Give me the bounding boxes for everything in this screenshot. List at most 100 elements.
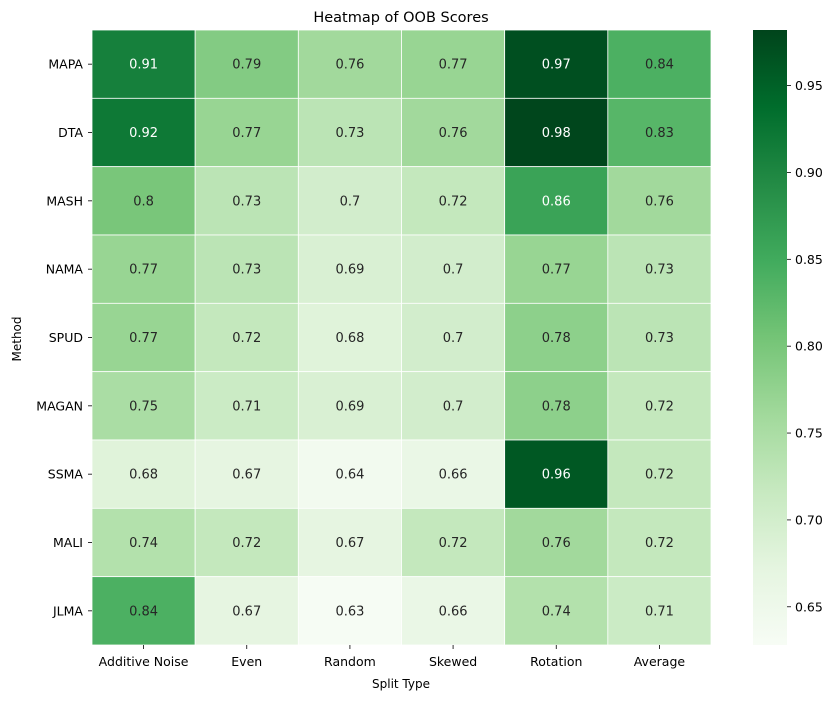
- heatmap-cell: [401, 29, 506, 99]
- y-tick-label: SSMA: [48, 467, 84, 482]
- cell-value-label: 0.72: [645, 536, 674, 551]
- heatmap-cell: [297, 234, 402, 304]
- cell-value-label: 0.66: [439, 604, 468, 619]
- cell-value-label: 0.76: [645, 194, 674, 209]
- y-tick-label: JLMA: [52, 603, 83, 618]
- heatmap-cell: [297, 576, 402, 646]
- x-tick-label: Skewed: [429, 654, 477, 669]
- cell-value-label: 0.77: [129, 331, 158, 346]
- cell-value-label: 0.72: [232, 331, 261, 346]
- x-axis-label: Split Type: [372, 677, 430, 691]
- cell-value-label: 0.73: [232, 194, 261, 209]
- x-tick-label: Additive Noise: [99, 654, 189, 669]
- cell-value-label: 0.7: [340, 194, 361, 209]
- cell-value-label: 0.74: [129, 536, 158, 551]
- heatmap-cell: [607, 97, 712, 168]
- heatmap-cell: [297, 302, 402, 373]
- heatmap-cell: [607, 166, 712, 236]
- heatmap-cell: [504, 234, 609, 304]
- heatmap-cell: [194, 29, 299, 99]
- cell-value-label: 0.67: [335, 536, 364, 551]
- cell-value-label: 0.78: [542, 331, 571, 346]
- cell-value-label: 0.78: [542, 399, 571, 414]
- cell-value-label: 0.67: [232, 604, 261, 619]
- heatmap-cell: [91, 371, 196, 441]
- cell-value-label: 0.71: [645, 604, 674, 619]
- cell-value-label: 0.84: [129, 604, 158, 619]
- colorbar-tick-label: 0.90: [795, 165, 823, 180]
- heatmap-cell: [91, 166, 196, 236]
- cell-value-label: 0.69: [335, 399, 364, 414]
- cell-value-label: 0.72: [645, 399, 674, 414]
- cell-value-label: 0.91: [129, 58, 158, 73]
- cell-value-label: 0.72: [439, 194, 468, 209]
- y-tick-label: MALI: [53, 535, 83, 550]
- y-tick-label: SPUD: [49, 330, 83, 345]
- heatmap-cell: [607, 507, 712, 578]
- colorbar: [753, 30, 787, 645]
- cell-value-label: 0.76: [439, 126, 468, 141]
- cell-value-label: 0.73: [335, 126, 364, 141]
- heatmap-cells: 0.91 0.79 0.76 0.77 0.97 0.84 0.92 0.77 0.73 0.76…: [91, 29, 712, 646]
- cell-value-label: 0.76: [335, 58, 364, 73]
- y-tick-label: MAGAN: [36, 398, 83, 413]
- cell-value-label: 0.69: [335, 263, 364, 278]
- x-tick-label: Average: [634, 654, 686, 669]
- x-tick-labels: Additive Noise Even Random Skewed Rotation Av…: [99, 645, 686, 669]
- cell-value-label: 0.66: [439, 468, 468, 483]
- colorbar-tick-label: 0.75: [795, 426, 823, 441]
- cell-value-label: 0.96: [542, 468, 571, 483]
- cell-value-label: 0.71: [232, 399, 261, 414]
- heatmap-cell: [504, 507, 609, 578]
- cell-value-label: 0.72: [439, 536, 468, 551]
- heatmap-cell: [401, 302, 506, 373]
- x-tick-label: Even: [231, 654, 262, 669]
- heatmap-cell: [607, 576, 712, 646]
- heatmap-cell: [91, 439, 196, 509]
- cell-value-label: 0.67: [232, 468, 261, 483]
- y-tick-label: NAMA: [46, 262, 84, 277]
- heatmap-cell: [401, 234, 506, 304]
- cell-value-label: 0.73: [232, 263, 261, 278]
- heatmap-cell: [194, 439, 299, 509]
- colorbar-tick-label: 0.65: [795, 599, 823, 614]
- colorbar-tick-label: 0.85: [795, 252, 823, 267]
- heatmap-cell: [607, 302, 712, 373]
- cell-value-label: 0.72: [232, 536, 261, 551]
- heatmap-cell: [607, 371, 712, 441]
- cell-value-label: 0.84: [645, 58, 674, 73]
- cell-value-label: 0.73: [645, 263, 674, 278]
- heatmap-cell: [91, 29, 196, 99]
- y-axis-label: Method: [10, 316, 24, 361]
- heatmap-cell: [504, 166, 609, 236]
- heatmap-cell: [504, 29, 609, 99]
- cell-value-label: 0.72: [645, 468, 674, 483]
- cell-value-label: 0.7: [443, 263, 464, 278]
- colorbar-tick-label: 0.95: [795, 78, 823, 93]
- chart-title: Heatmap of OOB Scores: [313, 10, 488, 26]
- heatmap-cell: [504, 371, 609, 441]
- heatmap-cell: [194, 166, 299, 236]
- colorbar-tick-label: 0.80: [795, 339, 823, 354]
- heatmap-cell: [91, 234, 196, 304]
- y-tick-labels: MAPA DTA MASH NAMA SPUD MAGAN SSMA MALI JLMA: [36, 57, 92, 618]
- cell-value-label: 0.97: [542, 58, 571, 73]
- cell-value-label: 0.77: [542, 263, 571, 278]
- y-tick-label: MAPA: [48, 57, 83, 72]
- heatmap-cell: [91, 507, 196, 578]
- x-tick-label: Rotation: [530, 654, 582, 669]
- heatmap-cell: [297, 507, 402, 578]
- cell-value-label: 0.79: [232, 58, 261, 73]
- cell-value-label: 0.77: [129, 263, 158, 278]
- heatmap-cell: [607, 234, 712, 304]
- cell-value-label: 0.7: [443, 399, 464, 414]
- cell-value-label: 0.68: [129, 468, 158, 483]
- heatmap-cell: [504, 302, 609, 373]
- heatmap-cell: [401, 97, 506, 168]
- cell-value-label: 0.98: [542, 126, 571, 141]
- heatmap-cell: [297, 166, 402, 236]
- cell-value-label: 0.68: [335, 331, 364, 346]
- heatmap-cell: [607, 439, 712, 509]
